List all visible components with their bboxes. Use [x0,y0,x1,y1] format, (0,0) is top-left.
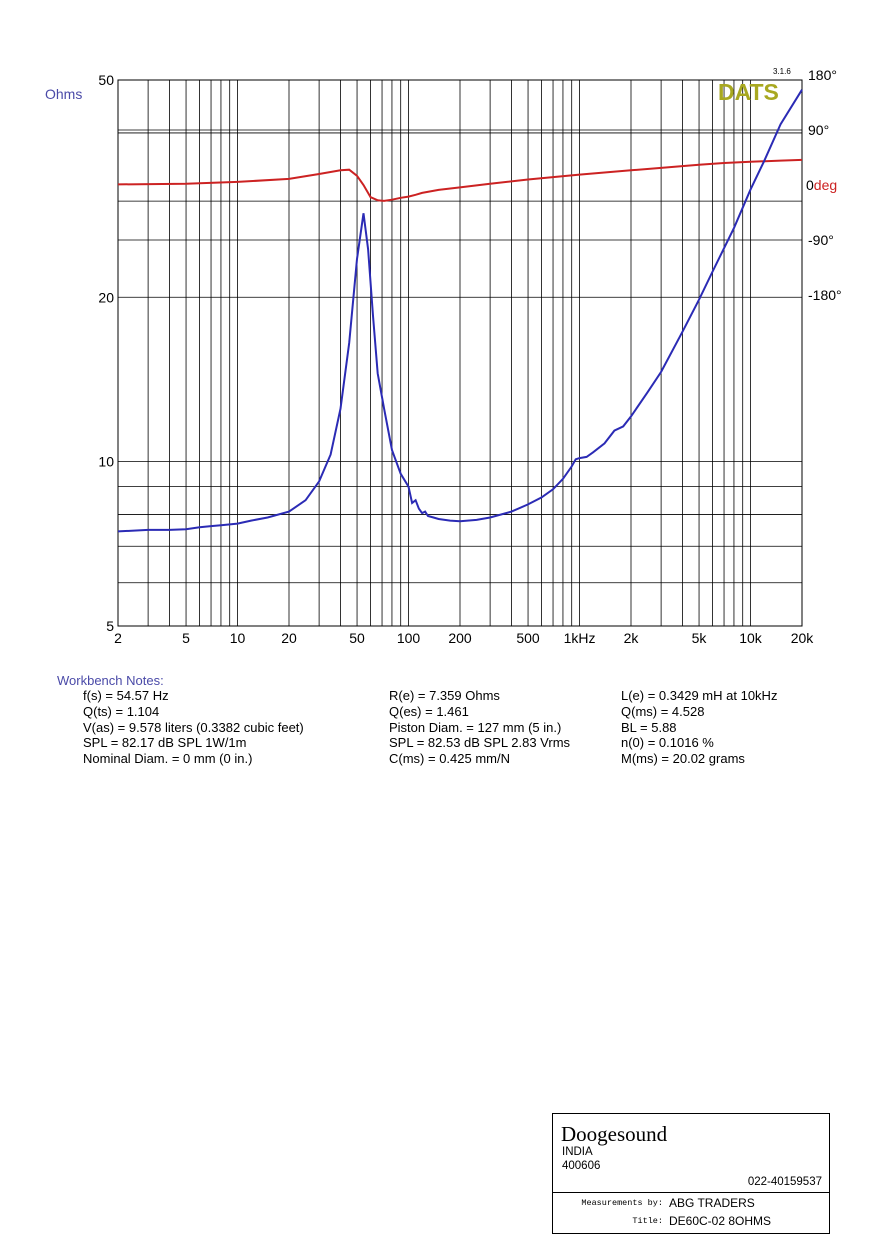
x-tick-label: 5k [692,630,708,646]
address-line-1: INDIA [562,1146,593,1158]
x-tick-label: 5 [182,630,190,646]
y-axis-label: Ohms [45,86,82,102]
phase-curve [117,158,803,202]
y-tick-label: 20 [98,289,114,305]
note-fs: f(s) = 54.57 Hz [83,688,169,703]
note-vas: V(as) = 9.578 liters (0.3382 cubic feet) [83,719,304,735]
dats-version: 3.1.6 [773,67,791,76]
company-name: Doogesound [561,1122,668,1146]
y2-axis-unit: deg [814,177,837,193]
measured-by-value: ABG TRADERS [669,1196,755,1210]
y-tick-label: 10 [98,454,114,470]
phone-number: 022-40159537 [747,1176,822,1188]
measured-by-label: Measurements by: [581,1198,663,1208]
note-qms: Q(ms) = 4.528 [621,703,705,719]
dats-logo: DATS [718,79,779,105]
y-tick-label: 50 [98,72,114,88]
title-label: Title: [632,1216,663,1226]
x-tick-label: 500 [516,630,540,646]
x-tick-label: 200 [448,630,472,646]
x-tick-label: 20 [281,630,297,646]
x-tick-label: 10k [739,630,763,646]
notes-column-1: f(s) = 54.57 Hz Q(ts) = 1.104 V(as) = 9.… [83,688,304,767]
note-nominal-diam: Nominal Diam. = 0 mm (0 in.) [83,751,253,767]
note-qts: Q(ts) = 1.104 [83,703,160,719]
title-block: Doogesound INDIA 400606 022-40159537 Mea… [552,1113,830,1234]
y2-tick-label: -180° [808,287,842,303]
x-tick-label: 2k [624,630,640,646]
note-qes: Q(es) = 1.461 [389,703,469,719]
note-le: L(e) = 0.3429 mH at 10kHz [621,688,778,703]
title-block-header: Doogesound INDIA 400606 022-40159537 [553,1114,829,1193]
y2-tick-label: 90° [808,122,829,138]
note-bl: BL = 5.88 [621,719,677,735]
x-tick-labels: 2 5 10 20 50 100 200 500 1kHz 2k 5k 10k 20k [114,630,814,646]
y-tick-label: 5 [106,618,114,634]
note-piston-diam: Piston Diam. = 127 mm (5 in.) [389,719,562,735]
address-line-2: 400606 [562,1160,601,1172]
impedance-curve [117,89,803,533]
x-tick-label: 20k [791,630,815,646]
impedance-chart: 2 5 10 20 50 100 200 500 1kHz 2k 5k 10k 20k 5020105 … [45,67,842,646]
x-tick-label: 100 [397,630,421,646]
y2-tick-labels: 180° 90° -90° -180° [808,67,842,303]
workbench-notes-title: Workbench Notes: [57,673,164,688]
y-tick-labels: 50 20 10 5 [98,72,114,634]
y2-axis-label: 0deg [806,177,837,193]
x-tick-label: 1kHz [564,630,596,646]
note-cms: C(ms) = 0.425 mm/N [389,751,510,767]
note-re: R(e) = 7.359 Ohms [389,688,500,703]
notes-column-2: R(e) = 7.359 Ohms Q(es) = 1.461 Piston D… [389,688,570,767]
x-tick-label: 10 [230,630,246,646]
note-n0: n(0) = 0.1016 % [621,735,714,751]
x-tick-label: 50 [349,630,365,646]
x-tick-label: 2 [114,630,122,646]
notes-column-3: L(e) = 0.3429 mH at 10kHz Q(ms) = 4.528 … [621,688,777,767]
note-spl-1w: SPL = 82.17 dB SPL 1W/1m [83,735,247,751]
y2-axis-zero: 0 [806,177,814,193]
y2-tick-label: 180° [808,67,837,83]
note-mms: M(ms) = 20.02 grams [621,751,745,767]
note-spl-283: SPL = 82.53 dB SPL 2.83 Vrms [389,735,571,751]
plot-frame [117,79,803,627]
y2-tick-label: -90° [808,232,834,248]
title-value: DE60C-02 8OHMS [669,1214,772,1228]
chart-grid [118,80,802,626]
